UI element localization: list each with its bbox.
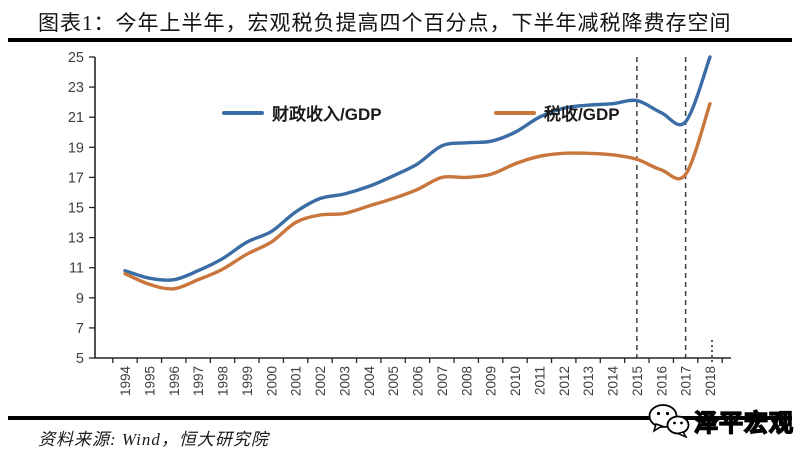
svg-text:2013: 2013 bbox=[581, 366, 596, 396]
svg-text:7: 7 bbox=[76, 321, 84, 337]
svg-text:2003: 2003 bbox=[337, 366, 352, 396]
svg-text:2018: 2018 bbox=[703, 366, 718, 396]
svg-text:2000: 2000 bbox=[264, 366, 279, 396]
line-chart: 5 7 9 11 13 15 17 19 21 23 25 1994 1995 1996 1997 1998 1… bbox=[68, 50, 731, 397]
svg-text:2004: 2004 bbox=[362, 366, 377, 397]
svg-text:2010: 2010 bbox=[508, 366, 523, 396]
svg-text:25: 25 bbox=[68, 50, 84, 66]
svg-text:1998: 1998 bbox=[216, 366, 231, 396]
svg-text:2008: 2008 bbox=[459, 366, 474, 396]
fiscal-revenue-line-swatch bbox=[222, 110, 264, 115]
chart-area: 5 7 9 11 13 15 17 19 21 23 25 1994 1995 1996 1997 1998 1… bbox=[0, 44, 800, 416]
svg-text:2007: 2007 bbox=[435, 366, 450, 396]
svg-text:21: 21 bbox=[68, 110, 84, 126]
legend-label-fiscal-revenue: 财政收入/GDP bbox=[272, 105, 382, 124]
bottom-rule bbox=[8, 416, 792, 420]
watermark: 泽平宏观 bbox=[647, 402, 794, 438]
svg-text:2009: 2009 bbox=[484, 366, 499, 396]
svg-text:2002: 2002 bbox=[313, 366, 328, 396]
source-note: 资料来源: Wind，恒大研究院 bbox=[38, 430, 269, 449]
figure-title: 图表1：今年上半年，宏观税负提高四个百分点，下半年减税降费存空间 bbox=[38, 11, 732, 35]
svg-text:2001: 2001 bbox=[289, 366, 304, 396]
svg-text:2011: 2011 bbox=[532, 366, 547, 395]
svg-text:2005: 2005 bbox=[386, 366, 401, 396]
chat-bubbles-icon bbox=[648, 404, 690, 438]
svg-text:17: 17 bbox=[68, 170, 84, 186]
svg-text:1995: 1995 bbox=[142, 366, 157, 396]
svg-text:1994: 1994 bbox=[118, 366, 133, 397]
legend-label-tax: 税收/GDP bbox=[544, 105, 620, 124]
tax-line-swatch bbox=[494, 110, 536, 115]
legend-item-fiscal-revenue: 财政收入/GDP bbox=[222, 100, 382, 125]
svg-text:2017: 2017 bbox=[679, 366, 694, 396]
svg-text:2016: 2016 bbox=[654, 366, 669, 396]
svg-text:23: 23 bbox=[68, 80, 84, 96]
svg-text:15: 15 bbox=[68, 201, 84, 217]
svg-text:1996: 1996 bbox=[167, 366, 182, 396]
svg-text:13: 13 bbox=[68, 231, 84, 247]
top-rule bbox=[8, 38, 792, 42]
svg-text:2012: 2012 bbox=[557, 366, 572, 396]
svg-text:2015: 2015 bbox=[630, 366, 645, 396]
svg-text:19: 19 bbox=[68, 140, 84, 156]
svg-text:11: 11 bbox=[69, 261, 84, 277]
legend-item-tax: 税收/GDP bbox=[494, 100, 620, 125]
svg-text:9: 9 bbox=[76, 291, 84, 307]
svg-text:1999: 1999 bbox=[240, 366, 255, 396]
svg-text:2014: 2014 bbox=[606, 366, 621, 397]
svg-text:2006: 2006 bbox=[411, 366, 426, 396]
svg-text:5: 5 bbox=[76, 351, 84, 367]
svg-text:1997: 1997 bbox=[191, 366, 206, 396]
watermark-text: 泽平宏观 bbox=[693, 409, 794, 437]
